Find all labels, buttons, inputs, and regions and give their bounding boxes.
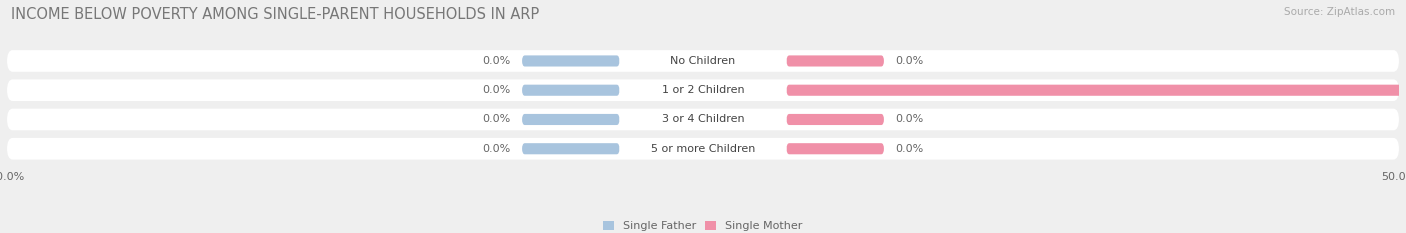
Text: No Children: No Children — [671, 56, 735, 66]
FancyBboxPatch shape — [620, 113, 786, 126]
FancyBboxPatch shape — [620, 84, 786, 96]
FancyBboxPatch shape — [7, 109, 1399, 130]
FancyBboxPatch shape — [522, 114, 620, 125]
Text: Source: ZipAtlas.com: Source: ZipAtlas.com — [1284, 7, 1395, 17]
FancyBboxPatch shape — [786, 114, 884, 125]
Text: 0.0%: 0.0% — [896, 56, 924, 66]
FancyBboxPatch shape — [7, 79, 1399, 101]
FancyBboxPatch shape — [786, 55, 884, 66]
FancyBboxPatch shape — [786, 85, 1402, 96]
Text: 0.0%: 0.0% — [482, 144, 510, 154]
FancyBboxPatch shape — [522, 55, 620, 66]
Text: 0.0%: 0.0% — [482, 56, 510, 66]
FancyBboxPatch shape — [522, 85, 620, 96]
Text: 3 or 4 Children: 3 or 4 Children — [662, 114, 744, 124]
Text: 0.0%: 0.0% — [482, 85, 510, 95]
Text: 0.0%: 0.0% — [482, 114, 510, 124]
Text: 1 or 2 Children: 1 or 2 Children — [662, 85, 744, 95]
FancyBboxPatch shape — [786, 143, 884, 154]
Legend: Single Father, Single Mother: Single Father, Single Mother — [603, 221, 803, 231]
FancyBboxPatch shape — [620, 143, 786, 155]
Text: 0.0%: 0.0% — [896, 114, 924, 124]
FancyBboxPatch shape — [620, 55, 786, 67]
Text: INCOME BELOW POVERTY AMONG SINGLE-PARENT HOUSEHOLDS IN ARP: INCOME BELOW POVERTY AMONG SINGLE-PARENT… — [11, 7, 540, 22]
Text: 0.0%: 0.0% — [896, 144, 924, 154]
FancyBboxPatch shape — [7, 138, 1399, 160]
Text: 5 or more Children: 5 or more Children — [651, 144, 755, 154]
FancyBboxPatch shape — [7, 50, 1399, 72]
FancyBboxPatch shape — [522, 143, 620, 154]
